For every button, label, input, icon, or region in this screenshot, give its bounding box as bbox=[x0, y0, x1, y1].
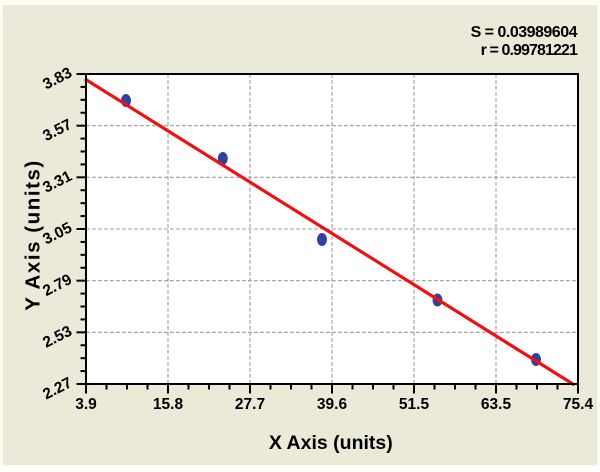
svg-text:Y Axis (units): Y Axis (units) bbox=[22, 159, 45, 311]
svg-text:27.7: 27.7 bbox=[235, 396, 265, 413]
svg-text:63.5: 63.5 bbox=[481, 396, 512, 413]
svg-text:75.4: 75.4 bbox=[563, 396, 594, 413]
svg-text:r = 0.99781221: r = 0.99781221 bbox=[481, 42, 578, 59]
svg-text:51.5: 51.5 bbox=[399, 396, 430, 413]
svg-text:39.6: 39.6 bbox=[317, 396, 348, 413]
svg-text:15.8: 15.8 bbox=[153, 396, 184, 413]
svg-text:X Axis (units): X Axis (units) bbox=[269, 432, 393, 454]
svg-text:3.9: 3.9 bbox=[75, 396, 97, 413]
svg-text:S = 0.03989604: S = 0.03989604 bbox=[471, 24, 578, 41]
